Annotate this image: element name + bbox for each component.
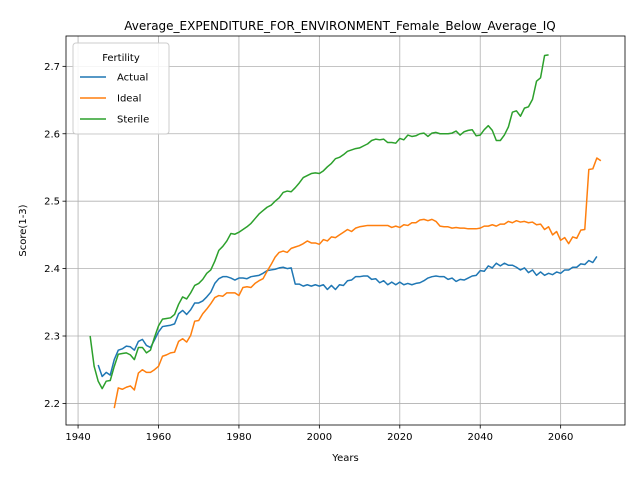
- legend-label-actual: Actual: [117, 73, 148, 84]
- x-tick-label: 1960: [146, 432, 171, 443]
- legend-title: Fertility: [102, 53, 140, 64]
- y-axis: 2.2 2.3 2.4 2.5 2.6 2.7: [44, 62, 66, 410]
- legend-box: [72, 42, 170, 135]
- legend: Fertility Actual Ideal Sterile: [72, 42, 170, 135]
- x-axis: 1940 1960 1980 2000 2020 2040 2060: [65, 425, 573, 443]
- legend-label-sterile: Sterile: [117, 115, 149, 126]
- y-axis-title: Score(1-3): [18, 204, 29, 256]
- legend-entries: Actual Ideal Sterile: [80, 73, 149, 126]
- y-tick-label: 2.6: [44, 129, 60, 140]
- x-tick-label: 2020: [387, 432, 412, 443]
- x-axis-title: Years: [331, 453, 358, 464]
- y-tick-label: 2.7: [44, 62, 60, 73]
- legend-label-ideal: Ideal: [117, 94, 141, 105]
- x-tick-label: 1980: [226, 432, 251, 443]
- series-lines: [89, 54, 602, 409]
- grid-lines: [66, 36, 625, 425]
- series-line-ideal: [113, 157, 602, 409]
- y-tick-label: 2.4: [44, 264, 60, 275]
- plot-frame: [65, 35, 626, 426]
- x-tick-label: 2040: [467, 432, 492, 443]
- y-tick-label: 2.3: [44, 332, 60, 343]
- y-tick-label: 2.5: [44, 197, 60, 208]
- x-tick-label: 1940: [65, 432, 90, 443]
- x-tick-label: 2060: [548, 432, 573, 443]
- y-tick-label: 2.2: [44, 399, 60, 410]
- series-line-sterile: [89, 54, 549, 390]
- chart-title: Average_EXPENDITURE_FOR_ENVIRONMENT_Fema…: [124, 19, 555, 33]
- x-tick-label: 2000: [307, 432, 332, 443]
- series-line-actual: [97, 256, 598, 378]
